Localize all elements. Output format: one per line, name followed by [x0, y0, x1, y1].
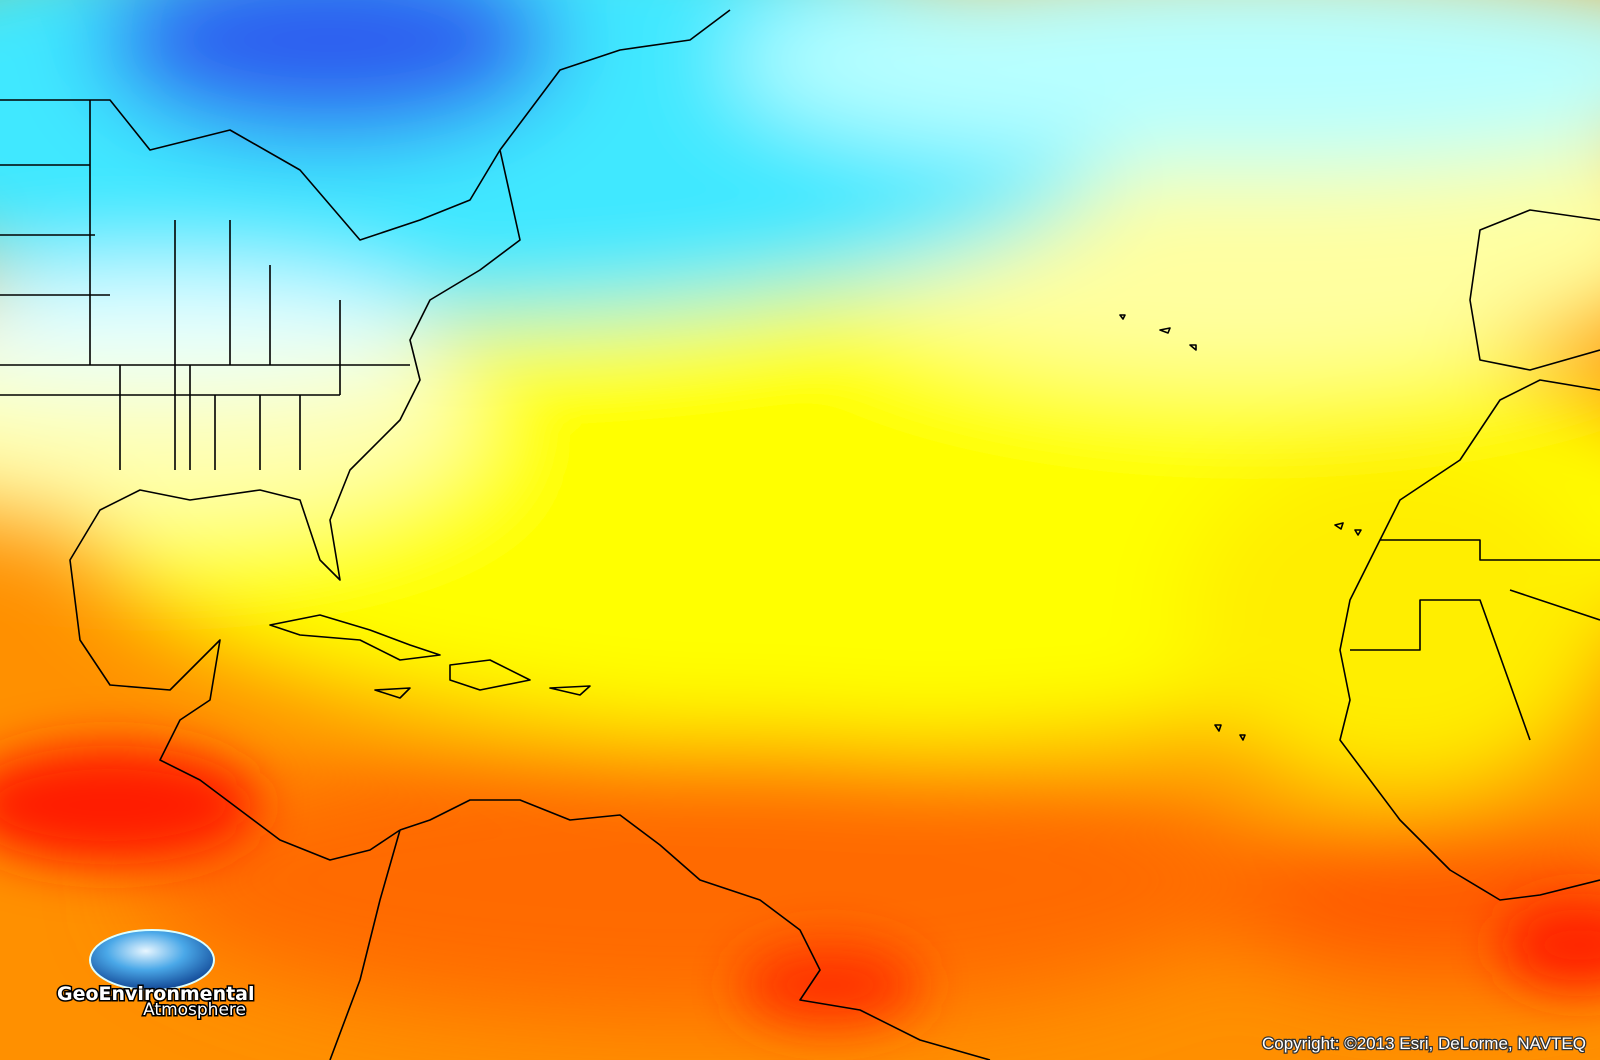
logo-title: GeoEnvironmental	[57, 983, 255, 1005]
copyright: Copyright: ©2013 Esri, DeLorme, NAVTEQ	[1262, 1034, 1586, 1053]
hot-spot	[1500, 900, 1600, 990]
hot-spots	[0, 745, 1600, 1025]
hot-spot	[740, 945, 920, 1025]
africa-coast	[1339, 379, 1600, 901]
north-america-coast	[0, 9, 731, 861]
warm-band	[1180, 440, 1600, 800]
cold-band	[100, 0, 560, 140]
cool-band	[730, 0, 1600, 170]
logo-subtitle: Atmosphere	[143, 1000, 246, 1020]
south-america-coast	[329, 799, 991, 1060]
color-bands	[0, 0, 1600, 1020]
coastlines	[0, 9, 1600, 1060]
state-borders	[0, 100, 410, 470]
atlantic-islands	[1119, 314, 1362, 741]
caribbean-islands	[269, 614, 591, 699]
logo-globe	[89, 929, 215, 991]
hot-spot	[0, 745, 260, 865]
logo: GeoEnvironmental Atmosphere	[56, 929, 256, 1022]
iberia-coast	[1469, 209, 1600, 371]
cool-band	[0, 270, 440, 390]
